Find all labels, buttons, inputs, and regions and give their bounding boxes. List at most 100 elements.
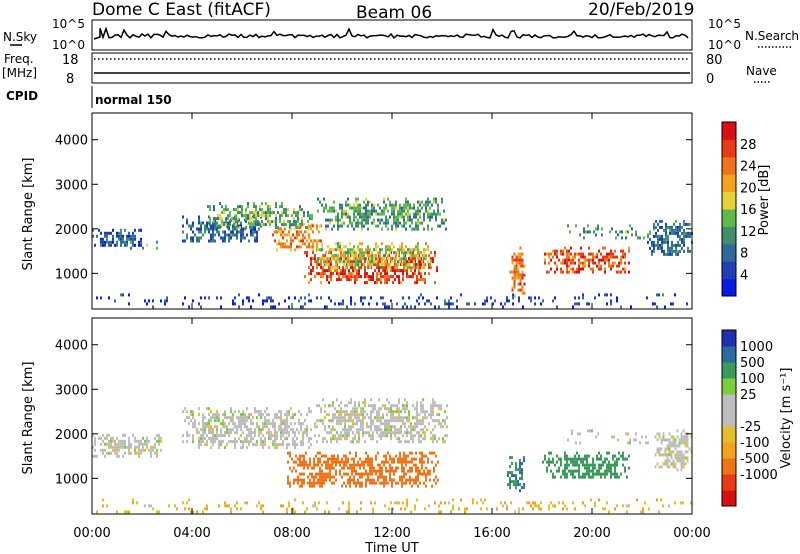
heatmap-cell: [403, 451, 405, 455]
heatmap-cell: [403, 257, 405, 261]
heatmap-cell: [604, 261, 606, 265]
heatmap-cell: [633, 438, 635, 442]
heatmap-cell: [564, 475, 566, 479]
heatmap-cell: [148, 504, 150, 508]
heatmap-cell: [674, 438, 677, 442]
heatmap-cell: [351, 263, 353, 267]
heatmap-cell: [653, 234, 655, 238]
heatmap-cell: [432, 260, 434, 264]
heatmap-cell: [333, 457, 335, 461]
heatmap-cell: [362, 428, 364, 432]
heatmap-cell: [333, 248, 335, 252]
heatmap-cell: [617, 438, 619, 442]
heatmap-cell: [414, 269, 416, 273]
heatmap-cell: [256, 425, 258, 429]
heatmap-cell: [350, 401, 352, 405]
heatmap-cell: [218, 230, 220, 234]
heatmap-cell: [229, 220, 231, 224]
heatmap-cell: [668, 453, 671, 457]
heatmap-cell: [256, 233, 258, 237]
heatmap-cell: [666, 456, 669, 460]
heatmap-cell: [372, 437, 374, 441]
heatmap-cell: [258, 413, 260, 417]
heatmap-cell: [388, 401, 390, 405]
heatmap-cell: [383, 484, 385, 488]
heatmap-cell: [349, 466, 351, 470]
heatmap-cell: [397, 212, 399, 216]
heatmap-cell: [220, 431, 222, 435]
heatmap-cell: [400, 419, 402, 423]
heatmap-cell: [381, 472, 383, 476]
heatmap-cell: [321, 248, 323, 252]
heatmap-cell: [635, 233, 637, 237]
heatmap-cell: [668, 459, 671, 463]
heatmap-cell: [256, 416, 258, 420]
heatmap-cell: [182, 224, 184, 228]
heatmap-cell: [410, 257, 412, 261]
heatmap-cell: [362, 413, 364, 417]
heatmap-cell: [566, 466, 568, 470]
heatmap-cell: [293, 217, 295, 221]
heatmap-cell: [338, 272, 340, 276]
heatmap-cell: [282, 242, 284, 246]
heatmap-cell: [602, 463, 604, 467]
heatmap-cell: [627, 230, 629, 234]
power-colorbar-swatch: [722, 174, 736, 193]
heatmap-cell: [288, 504, 290, 508]
heatmap-cell: [430, 260, 432, 264]
heatmap-cell: [319, 200, 321, 204]
heatmap-cell: [190, 413, 192, 417]
heatmap-cell: [606, 258, 608, 262]
heatmap-cell: [371, 221, 373, 225]
heatmap-cell: [344, 272, 346, 276]
heatmap-cell: [678, 438, 681, 442]
heatmap-cell: [384, 419, 386, 423]
heatmap-cell: [210, 425, 212, 429]
heatmap-cell: [458, 507, 460, 511]
heatmap-cell: [348, 428, 350, 432]
heatmap-cell: [255, 211, 257, 215]
heatmap-cell: [154, 442, 156, 446]
heatmap-cell: [92, 228, 94, 232]
heatmap-cell: [192, 299, 194, 303]
heatmap-cell: [200, 443, 202, 447]
heatmap-cell: [383, 481, 385, 485]
heatmap-cell: [562, 472, 564, 476]
heatmap-cell: [276, 242, 278, 246]
heatmap-cell: [417, 475, 419, 479]
heatmap-cell: [244, 419, 246, 423]
heatmap-cell: [393, 469, 395, 473]
heatmap-cell: [206, 434, 208, 438]
heatmap-cell: [584, 504, 586, 508]
heatmap-cell: [336, 437, 338, 441]
heatmap-cell: [415, 215, 417, 219]
heatmap-cell: [233, 220, 235, 224]
heatmap-cell: [322, 266, 324, 270]
heatmap-cell: [390, 425, 392, 429]
heatmap-cell: [424, 272, 426, 276]
heatmap-cell: [235, 220, 237, 224]
heatmap-cell: [276, 413, 278, 417]
heatmap-cell: [403, 266, 405, 270]
heatmap-cell: [413, 263, 415, 267]
heatmap-cell: [398, 398, 400, 402]
heatmap-cell: [380, 275, 382, 279]
heatmap-cell: [332, 425, 334, 429]
heatmap-cell: [290, 422, 292, 426]
heatmap-cell: [303, 472, 305, 476]
heatmap-cell: [388, 431, 390, 435]
heatmap-cell: [598, 261, 600, 265]
heatmap-cell: [230, 416, 232, 420]
heatmap-cell: [434, 404, 436, 408]
heatmap-cell: [331, 475, 333, 479]
heatmap-cell: [368, 302, 370, 306]
heatmap-cell: [309, 484, 311, 488]
heatmap-cell: [399, 460, 401, 464]
heatmap-cell: [325, 206, 327, 210]
heatmap-cell: [392, 404, 394, 408]
heatmap-cell: [316, 296, 318, 300]
heatmap-cell: [508, 299, 510, 303]
heatmap-cell: [394, 272, 396, 276]
heatmap-cell: [276, 443, 278, 447]
heatmap-cell: [94, 439, 96, 443]
